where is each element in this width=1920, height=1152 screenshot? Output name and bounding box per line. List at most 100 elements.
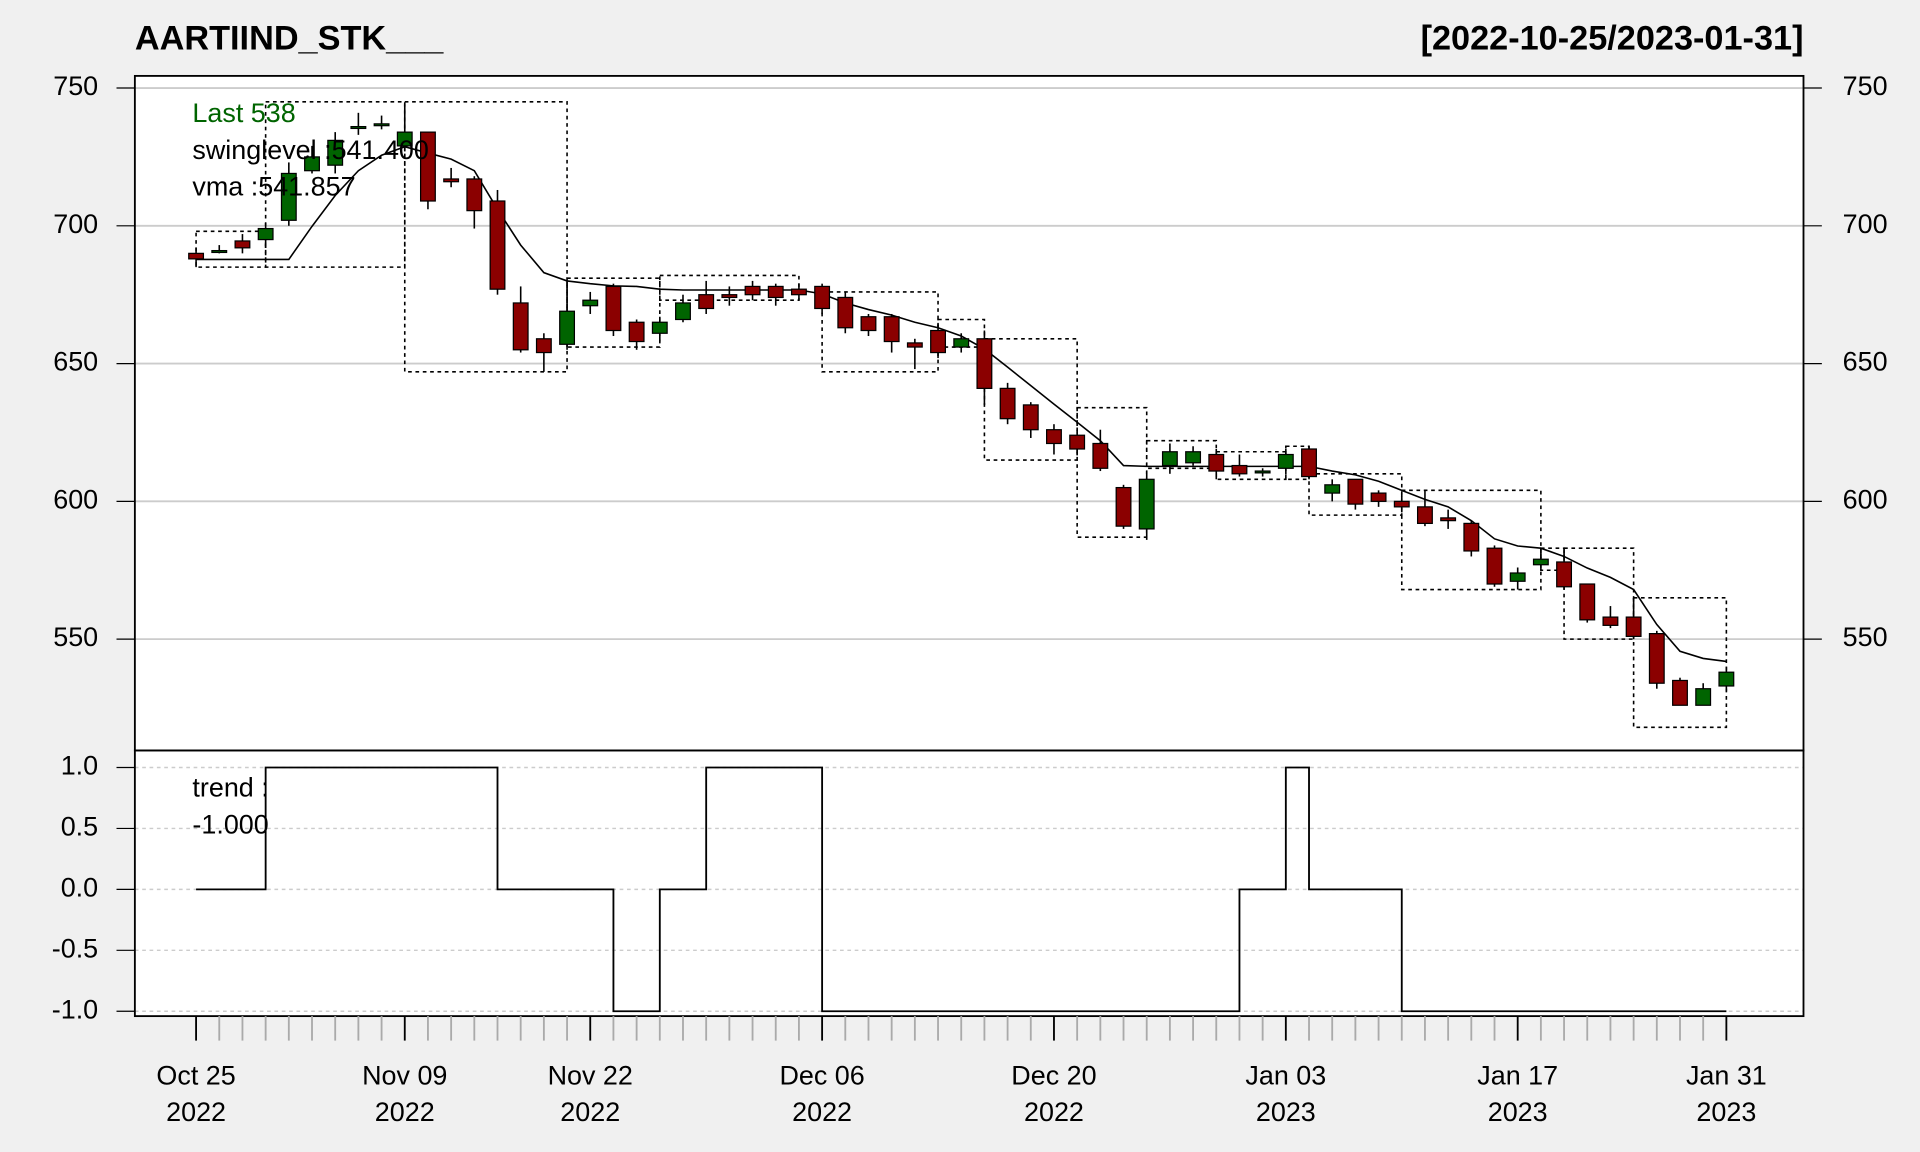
trend-line xyxy=(196,766,1727,1013)
candle-body xyxy=(1695,688,1712,706)
candle-body xyxy=(1115,486,1132,527)
candle-body xyxy=(651,321,668,334)
swing-box xyxy=(403,101,568,373)
x-tick-label: Dec 20 xyxy=(1011,1060,1096,1090)
x-tick-label: Jan 03 xyxy=(1245,1060,1326,1090)
candle-body xyxy=(628,321,645,343)
candle-body xyxy=(373,123,390,127)
y-tick-label: 750 xyxy=(53,71,98,101)
candle-body xyxy=(906,342,923,348)
swing-box xyxy=(659,274,800,301)
candle-body xyxy=(1254,470,1271,474)
candle-body xyxy=(790,288,807,296)
y-tick-label: 0.0 xyxy=(61,872,98,902)
y-tick-label: 700 xyxy=(53,209,98,239)
candle-body xyxy=(304,156,320,172)
candle-body xyxy=(1208,453,1225,472)
y-tick-label: -0.5 xyxy=(52,933,98,963)
candle-body xyxy=(814,285,831,310)
candle-body xyxy=(1648,633,1665,684)
x-tick-label: Nov 09 xyxy=(362,1060,447,1090)
y-tick-label: 550 xyxy=(53,622,98,652)
candle-body xyxy=(257,227,274,241)
plot-background xyxy=(134,75,1804,1017)
chart-title: AARTIIND_STK___ xyxy=(135,19,444,57)
y2-tick-label: 600 xyxy=(1843,484,1888,514)
x-tick-label: Jan 31 xyxy=(1686,1060,1767,1090)
swing-box xyxy=(1400,489,1542,591)
candle-body xyxy=(419,131,436,202)
y-tick-label: 1.0 xyxy=(61,751,98,781)
candle-body xyxy=(327,139,344,166)
legend-swinglevel: swinglevel :541.400 xyxy=(192,135,428,165)
candle-body xyxy=(1625,616,1642,637)
y-tick-label: -1.0 xyxy=(52,994,98,1024)
candle-body xyxy=(930,329,946,354)
candle-body xyxy=(1532,558,1549,566)
candle-body xyxy=(1718,671,1735,687)
candle-body xyxy=(1069,434,1086,450)
candle-body xyxy=(721,294,738,299)
candle-body xyxy=(1486,547,1503,585)
candle-body xyxy=(559,310,576,345)
candle-body xyxy=(582,299,599,307)
y-tick-label: 0.5 xyxy=(61,812,98,842)
candle-body xyxy=(767,285,784,299)
x-tick-label: Jan 17 xyxy=(1477,1060,1558,1090)
y2-tick-label: 700 xyxy=(1843,209,1888,239)
date-range: [2022-10-25/2023-01-31] xyxy=(1421,19,1804,57)
candle-body xyxy=(535,338,552,354)
y2-tick-label: 550 xyxy=(1843,622,1888,652)
candle-body xyxy=(1022,404,1039,431)
x-tick-label: 2022 xyxy=(792,1097,852,1127)
plot-layer: 550 550 600 600 650 650 700 700 750 750 -1.0 -0.5 0.… xyxy=(52,71,1888,1127)
candle-body xyxy=(605,285,622,332)
candle-body xyxy=(280,172,297,221)
x-tick-label: 2022 xyxy=(560,1097,620,1127)
legend-last: Last 538 xyxy=(192,98,295,128)
candle-body xyxy=(211,249,228,254)
x-tick-label: Oct 25 xyxy=(156,1060,235,1090)
candle-body xyxy=(1509,572,1526,582)
candle-body xyxy=(1277,453,1294,469)
candle-body xyxy=(1416,506,1433,525)
candle-body xyxy=(675,302,691,321)
trend-label: trend : xyxy=(192,773,268,803)
y2-tick-label: 750 xyxy=(1843,71,1888,101)
y2-tick-label: 650 xyxy=(1843,347,1888,377)
candle-body xyxy=(1347,478,1364,505)
candle-body xyxy=(1463,522,1480,552)
candle-body xyxy=(396,131,413,147)
candle-body xyxy=(883,316,900,343)
candle-body xyxy=(1324,484,1341,494)
candle-body xyxy=(512,302,529,351)
candle-body xyxy=(1301,448,1317,478)
candle-body xyxy=(860,316,877,332)
candle-body xyxy=(188,252,205,260)
x-tick-label: 2023 xyxy=(1488,1097,1548,1127)
x-tick-label: 2023 xyxy=(1696,1097,1756,1127)
x-tick-label: Nov 22 xyxy=(548,1060,633,1090)
candle-body xyxy=(999,387,1016,420)
candle-body xyxy=(489,200,506,290)
candle-body xyxy=(443,178,460,183)
x-tick-label: Dec 06 xyxy=(779,1060,864,1090)
candle-body xyxy=(744,285,761,296)
candle-body xyxy=(1579,583,1596,621)
candle-body xyxy=(698,294,715,310)
x-tick-label: 2022 xyxy=(375,1097,435,1127)
candle-body xyxy=(1185,451,1202,464)
x-tick-label: 2023 xyxy=(1256,1097,1316,1127)
x-tick-label: 2022 xyxy=(166,1097,226,1127)
swing-box xyxy=(1632,597,1728,729)
x-tick-label: 2022 xyxy=(1024,1097,1084,1127)
candle-body xyxy=(234,240,251,249)
candle-body xyxy=(953,338,970,348)
candle-body xyxy=(1672,679,1688,706)
candle-body xyxy=(1440,517,1457,522)
candle-body xyxy=(1393,500,1410,508)
candle-body xyxy=(976,338,993,389)
candle-body xyxy=(1092,442,1109,469)
